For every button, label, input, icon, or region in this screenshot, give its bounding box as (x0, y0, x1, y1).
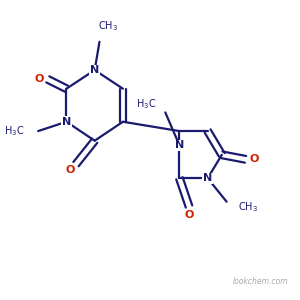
Text: H$_3$C: H$_3$C (4, 124, 24, 138)
Text: O: O (184, 210, 194, 220)
Text: N: N (175, 140, 184, 150)
Text: N: N (203, 173, 212, 183)
Text: O: O (249, 154, 259, 164)
Text: lookchem.com: lookchem.com (233, 277, 289, 286)
Text: N: N (90, 65, 99, 75)
Text: H$_3$C: H$_3$C (136, 97, 157, 111)
Text: CH$_3$: CH$_3$ (238, 200, 258, 214)
Text: O: O (66, 165, 75, 175)
Text: N: N (62, 117, 71, 127)
Text: CH$_3$: CH$_3$ (98, 20, 118, 33)
Text: O: O (34, 74, 44, 84)
